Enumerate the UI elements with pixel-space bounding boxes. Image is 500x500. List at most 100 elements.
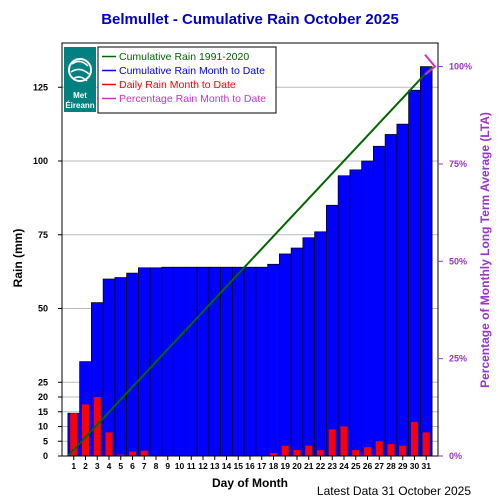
- x-tick-label: 28: [386, 461, 396, 471]
- daily-bar: [117, 454, 125, 456]
- x-tick-label: 8: [154, 461, 159, 471]
- cumulative-bar: [373, 145, 386, 457]
- daily-bar: [340, 426, 348, 456]
- legend-box: [97, 46, 277, 114]
- y-tick-label: 100: [33, 156, 48, 166]
- legend-label: Percentage Rain Month to Date: [119, 93, 266, 105]
- x-tick-label: 7: [142, 461, 147, 471]
- cumulative-bar: [314, 231, 327, 457]
- legend-label: Cumulative Rain 1991-2020: [119, 51, 249, 63]
- logo-swirl-icon: [68, 58, 92, 82]
- x-tick-label: 23: [328, 461, 338, 471]
- x-tick-label: 21: [304, 461, 314, 471]
- x-tick-label: 16: [245, 461, 255, 471]
- daily-bar: [375, 441, 383, 456]
- y-tick-label: 5: [43, 436, 48, 446]
- daily-bar: [316, 450, 325, 456]
- daily-bar: [281, 445, 289, 456]
- cumulative-bar: [243, 266, 257, 457]
- daily-bar: [105, 432, 113, 456]
- x-tick-label: 6: [130, 461, 135, 471]
- cumulative-bar: [255, 266, 268, 457]
- daily-bar: [81, 404, 90, 456]
- logo-text-eireann: Éireann: [65, 101, 94, 110]
- x-tick-label: 20: [292, 461, 302, 471]
- y-tick-label: 75: [38, 230, 48, 240]
- x-tick-label: 5: [118, 461, 123, 471]
- y-tick-label: 0: [43, 451, 48, 461]
- cumulative-bar: [408, 89, 421, 457]
- daily-bar: [70, 413, 78, 456]
- y-tick-label: 20: [38, 392, 48, 402]
- x-tick-label: 18: [269, 461, 279, 471]
- y-tick-label: 15: [38, 407, 48, 417]
- daily-bar: [140, 450, 148, 456]
- cumulative-bar: [420, 66, 433, 457]
- x-tick-label: 3: [95, 461, 100, 471]
- x-tick-label: 22: [316, 461, 326, 471]
- cumulative-bar: [267, 263, 280, 457]
- cumulative-bar: [126, 272, 139, 457]
- daily-bar: [128, 451, 137, 456]
- x-tick-label: 25: [351, 461, 361, 471]
- cumulative-bar: [337, 175, 351, 457]
- x-tick-label: 1: [71, 461, 76, 471]
- y2-axis-label: Percentage of Monthly Long Term Average …: [478, 112, 492, 388]
- cumulative-bar: [196, 266, 210, 457]
- x-axis-label: Day of Month: [212, 476, 288, 490]
- x-tick-label: 11: [187, 461, 196, 471]
- legend-label: Cumulative Rain Month to Date: [119, 65, 265, 77]
- lta-cumulative-line: [67, 65, 433, 457]
- daily-bar: [269, 453, 278, 456]
- x-tick-label: 15: [234, 461, 244, 471]
- legend: Cumulative Rain 1991-2020 Cumulative Rain…: [97, 46, 277, 114]
- y-tick-label: 10: [38, 422, 48, 432]
- x-tick-label: 26: [363, 461, 373, 471]
- x-tick-label: 14: [222, 461, 232, 471]
- x-tick-label: 13: [210, 461, 220, 471]
- cumulative-bar: [185, 266, 198, 457]
- x-tick-label: 24: [339, 461, 349, 471]
- x-tick-label: 31: [422, 461, 432, 471]
- daily-bar: [328, 429, 336, 456]
- daily-bar: [93, 397, 101, 456]
- cumulative-bar: [102, 278, 116, 457]
- logo-wave-icon: [70, 60, 90, 82]
- daily-bar: [352, 450, 360, 456]
- x-tick-label: 30: [410, 461, 420, 471]
- y2-tick-label: 75%: [449, 159, 467, 169]
- logo-background: [64, 47, 96, 112]
- x-tick-label: 2: [83, 461, 88, 471]
- legend-label: Daily Rain Month to Date: [119, 79, 236, 91]
- cumulative-bar: [361, 160, 374, 457]
- y2-tick-label: 100%: [449, 62, 472, 72]
- cumulative-bar: [138, 267, 151, 457]
- daily-bar: [293, 450, 301, 456]
- x-tick-label: 29: [398, 461, 408, 471]
- y-tick-label: 50: [38, 304, 48, 314]
- daily-bar: [410, 422, 419, 456]
- cumulative-bar: [220, 266, 233, 457]
- daily-bar: [363, 447, 372, 456]
- x-tick-label: 9: [165, 461, 170, 471]
- y2-tick-label: 50%: [449, 256, 467, 266]
- x-tick-label: 17: [257, 461, 267, 471]
- daily-bar: [399, 445, 407, 456]
- x-tick-label: 12: [198, 461, 208, 471]
- cumulative-bar: [396, 123, 409, 457]
- y-axis-label: Rain (mm): [11, 229, 25, 288]
- cumulative-bar: [279, 253, 292, 457]
- cumulative-bar: [290, 247, 304, 457]
- cumulative-bar: [173, 266, 186, 457]
- y2-tick-label: 25%: [449, 354, 467, 364]
- y-tick-label: 125: [33, 82, 48, 92]
- cumulative-bar: [232, 266, 245, 457]
- x-tick-label: 19: [281, 461, 291, 471]
- logo-text-met: Met: [73, 91, 87, 100]
- percentage-marker: [424, 53, 437, 76]
- cumulative-bar: [349, 169, 362, 457]
- chart-title: Belmullet - Cumulative Rain October 2025: [101, 11, 399, 28]
- footer-latest-data: Latest Data 31 October 2025: [317, 484, 471, 498]
